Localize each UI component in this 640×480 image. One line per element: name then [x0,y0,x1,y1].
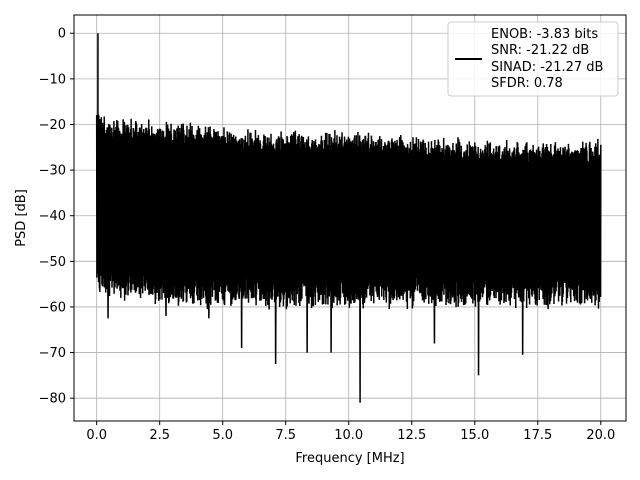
y-axis-label: PSD [dB] [14,189,29,247]
x-tick-label-5: 12.5 [397,428,426,443]
x-tick-label-4: 10.0 [334,428,363,443]
y-tick-label-6: −60 [39,300,66,315]
x-tick-label-0: 0.0 [86,428,107,443]
y-tick-label-2: −20 [39,118,66,133]
legend-entry-enob: ENOB: -3.83 bits [491,27,598,42]
y-tick-label-7: −70 [39,346,66,361]
y-tick-label-0: 0 [58,27,66,42]
x-tick-label-2: 5.0 [212,428,233,443]
y-tick-label-1: −10 [39,72,66,87]
y-tick-label-4: −40 [39,209,66,224]
x-tick-label-6: 15.0 [460,428,489,443]
psd-series-line [95,33,602,403]
x-axis-label: Frequency [MHz] [295,451,404,466]
x-tick-label-8: 20.0 [586,428,615,443]
plot-frame [73,14,627,422]
legend-box [447,21,619,97]
plot-data [95,33,602,403]
legend-entry-sfdr: SFDR: 0.78 [491,76,563,91]
y-tick-label-5: −50 [39,255,66,270]
legend: ENOB: -3.83 bits SNR: -21.22 dB SINAD: -… [447,21,619,97]
y-tick-label-3: −30 [39,164,66,179]
y-tick-label-8: −80 [39,392,66,407]
x-tick-label-7: 17.5 [523,428,552,443]
x-tick-label-1: 2.5 [149,428,170,443]
x-tick-label-3: 7.5 [275,428,296,443]
legend-entry-snr: SNR: -21.22 dB [491,43,589,58]
legend-entry-sinad: SINAD: -21.27 dB [491,60,603,75]
ticks: 0.0 2.5 5.0 7.5 10.0 12.5 15.0 17.5 20.0 0 −10 −20 −… [39,27,616,443]
